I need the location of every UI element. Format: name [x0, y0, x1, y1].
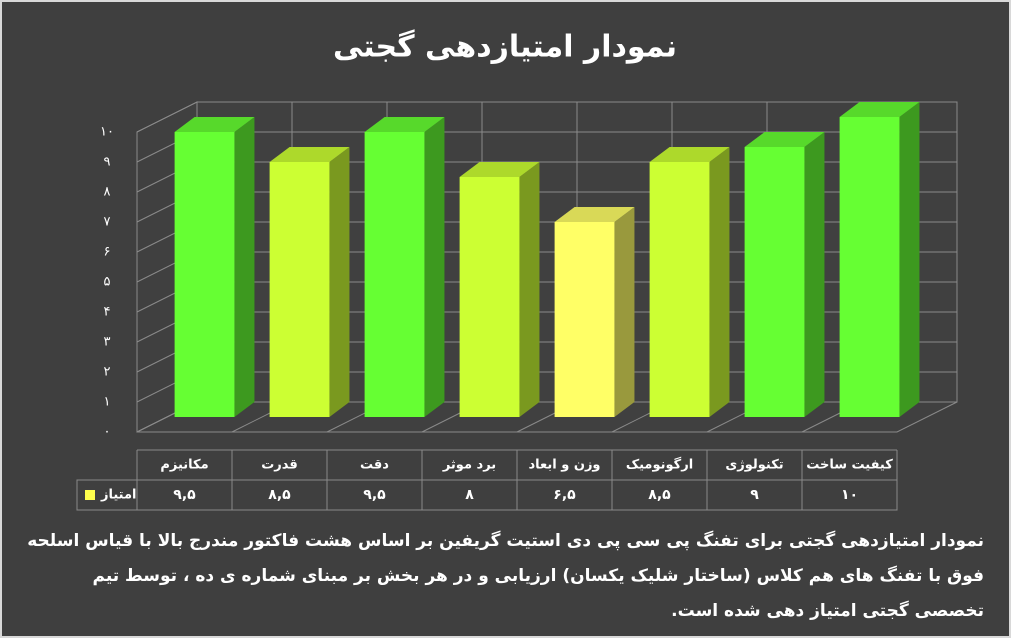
x-tick-label: مکانیزم [160, 458, 208, 473]
bar [364, 132, 425, 417]
y-tick-label: ۱۰ [100, 125, 114, 140]
bar-side [519, 162, 540, 417]
chart-title: نمودار امتیازدهی گجتی [333, 29, 677, 65]
bar [649, 162, 710, 417]
table-frame [76, 479, 898, 511]
bar [744, 147, 805, 417]
bar-top [269, 147, 350, 162]
bar-top [364, 117, 445, 132]
data-label: ۹ [750, 487, 759, 503]
x-tick-label: قدرت [261, 458, 298, 473]
bar [174, 132, 235, 417]
y-tick-label: ۷ [104, 215, 111, 230]
legend-swatch [85, 490, 95, 500]
bar-side [709, 147, 730, 417]
bar-side [899, 102, 920, 417]
legend-label: امتیاز [100, 488, 136, 503]
bar-top [459, 162, 540, 177]
y-tick-label: ۸ [104, 185, 111, 200]
bar-side [804, 132, 825, 417]
caption: نمودار امتیازدهی گجتی برای تفنگ پی سی پی… [27, 531, 984, 621]
bar-top [649, 147, 730, 162]
bar-top [744, 132, 825, 147]
x-tick-label: دقت [360, 458, 389, 473]
y-tick-label: ۱ [104, 395, 111, 410]
x-tick-label: تکنولوژی [725, 458, 783, 473]
bar [554, 222, 615, 417]
data-label: ۹,۵ [173, 487, 196, 503]
y-tick-label: ۶ [104, 245, 111, 260]
x-tick-label: ارگونومیک [626, 457, 693, 473]
bar-top [174, 117, 255, 132]
bar-side [614, 207, 635, 417]
bar-side [329, 147, 350, 417]
y-tick-label: ۳ [104, 335, 111, 350]
bar [459, 177, 520, 417]
data-label: ۸,۵ [268, 487, 291, 503]
x-tick-label: وزن و ابعاد [528, 458, 600, 473]
data-label: ۶,۵ [553, 487, 576, 503]
data-label: ۱۰ [841, 487, 858, 503]
x-tick-label: کیفیت ساخت [806, 458, 893, 473]
y-tick-label: ۴ [104, 305, 111, 320]
y-tick-label: ۲ [104, 365, 111, 380]
grid-line [136, 101, 957, 133]
y-tick-label: ۵ [104, 275, 111, 290]
bar-side [234, 117, 255, 417]
y-tick-label: ۰ [104, 425, 111, 440]
data-label: ۹,۵ [363, 487, 386, 503]
x-tick-label: برد موثر [442, 458, 496, 473]
data-label: ۸,۵ [648, 487, 671, 503]
bar-side [424, 117, 445, 417]
bar [269, 162, 330, 417]
bar [839, 117, 900, 417]
y-tick-label: ۹ [104, 155, 111, 170]
data-label: ۸ [465, 487, 474, 503]
bar-top [554, 207, 635, 222]
bar-top [839, 102, 920, 117]
